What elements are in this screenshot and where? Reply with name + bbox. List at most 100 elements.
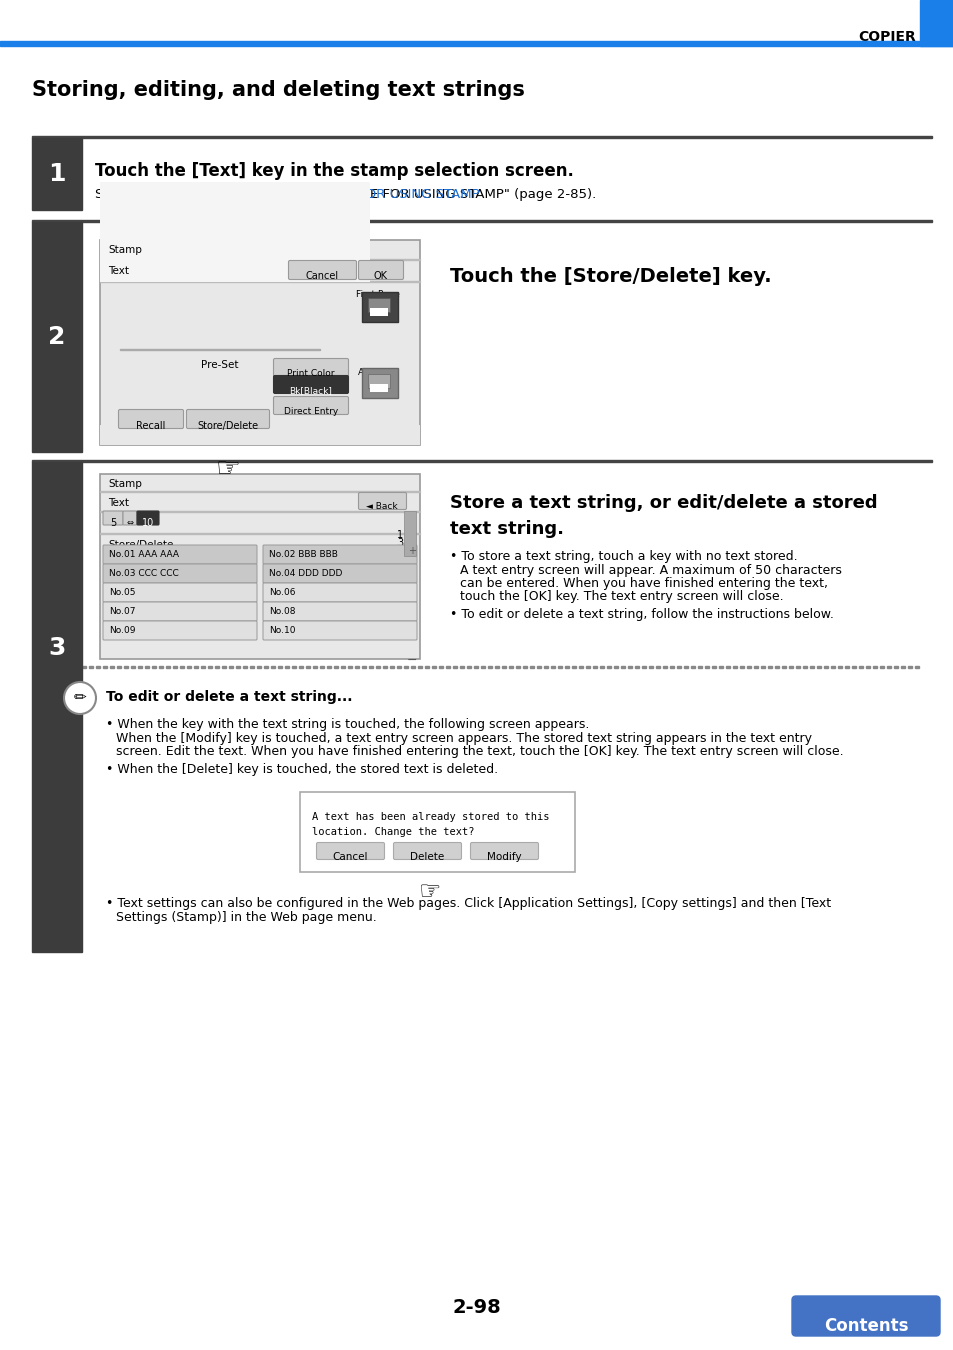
Text: All Pages: All Pages <box>357 369 398 377</box>
Bar <box>467 667 471 668</box>
Bar <box>361 369 397 398</box>
Bar <box>802 667 806 668</box>
Bar <box>32 138 82 211</box>
Bar <box>516 667 519 668</box>
Bar <box>872 667 876 668</box>
Text: Storing, editing, and deleting text strings: Storing, editing, and deleting text stri… <box>32 80 524 100</box>
Bar <box>100 182 370 282</box>
FancyBboxPatch shape <box>123 512 137 525</box>
Bar <box>753 667 758 668</box>
Bar <box>285 667 289 668</box>
Bar <box>816 667 821 668</box>
Bar <box>32 220 931 221</box>
Text: ◄ Back: ◄ Back <box>366 502 397 512</box>
Text: • To store a text string, touch a key with no text stored.: • To store a text string, touch a key wi… <box>450 549 797 563</box>
FancyBboxPatch shape <box>274 359 348 377</box>
Bar <box>32 460 931 462</box>
Bar <box>390 667 394 668</box>
Bar <box>214 667 219 668</box>
Bar <box>879 667 883 668</box>
Bar <box>893 667 897 668</box>
Text: No.10: No.10 <box>269 626 295 634</box>
Bar <box>271 667 274 668</box>
Bar <box>823 667 827 668</box>
Bar <box>488 667 492 668</box>
Bar <box>235 667 240 668</box>
Text: No.03 CCC CCC: No.03 CCC CCC <box>109 568 178 578</box>
Text: Stamp: Stamp <box>108 479 142 489</box>
Text: 3: 3 <box>49 636 66 660</box>
Bar <box>662 667 666 668</box>
FancyBboxPatch shape <box>358 261 403 279</box>
Bar <box>564 667 568 668</box>
Bar <box>159 667 163 668</box>
Text: Text: Text <box>108 498 129 508</box>
Bar <box>243 667 247 668</box>
Text: Delete: Delete <box>410 852 444 863</box>
Bar <box>501 667 505 668</box>
Bar <box>100 240 419 446</box>
Text: Store/Delete: Store/Delete <box>108 540 173 549</box>
Bar <box>96 667 100 668</box>
Bar <box>900 667 904 668</box>
Text: First Page: First Page <box>355 290 399 298</box>
FancyBboxPatch shape <box>263 621 416 640</box>
Bar <box>641 667 645 668</box>
Bar <box>837 667 841 668</box>
Text: • When the [Delete] key is touched, the stored text is deleted.: • When the [Delete] key is touched, the … <box>106 763 497 776</box>
Text: To edit or delete a text string...: To edit or delete a text string... <box>106 690 352 703</box>
Bar <box>361 292 397 323</box>
Bar <box>809 667 813 668</box>
Bar <box>369 667 373 668</box>
Text: 2: 2 <box>49 325 66 350</box>
Bar <box>355 667 358 668</box>
Bar <box>298 667 303 668</box>
Bar <box>166 667 170 668</box>
Text: • To edit or delete a text string, follow the instructions below.: • To edit or delete a text string, follo… <box>450 608 833 621</box>
Bar <box>313 667 316 668</box>
Bar <box>403 512 416 556</box>
Bar <box>424 667 429 668</box>
Bar <box>537 667 540 668</box>
Bar <box>152 667 156 668</box>
Bar <box>474 667 477 668</box>
Text: A text entry screen will appear. A maximum of 50 characters: A text entry screen will appear. A maxim… <box>459 564 841 576</box>
Bar <box>201 667 205 668</box>
FancyBboxPatch shape <box>186 409 269 428</box>
Text: Pre-Set: Pre-Set <box>201 360 238 370</box>
Text: Stamp: Stamp <box>108 244 142 255</box>
Text: See steps 1 to 4 of "GENERAL PROCEDURE FOR USING STAMP" (page 2-85).: See steps 1 to 4 of "GENERAL PROCEDURE F… <box>95 188 596 201</box>
Text: Touch the [Text] key in the stamp selection screen.: Touch the [Text] key in the stamp select… <box>95 162 574 180</box>
Bar <box>32 136 931 138</box>
Text: When the [Modify] key is touched, a text entry screen appears. The stored text s: When the [Modify] key is touched, a text… <box>116 732 811 745</box>
Text: No.05: No.05 <box>109 589 135 597</box>
Bar <box>530 667 534 668</box>
Text: ✏: ✏ <box>73 690 87 706</box>
Bar <box>635 667 639 668</box>
Bar <box>522 667 526 668</box>
Bar <box>348 667 352 668</box>
Bar <box>117 667 121 668</box>
Bar <box>334 667 337 668</box>
Bar <box>172 667 177 668</box>
Bar <box>851 667 855 668</box>
Text: Store/Delete: Store/Delete <box>197 421 258 431</box>
FancyBboxPatch shape <box>263 564 416 583</box>
Bar <box>453 667 456 668</box>
Bar <box>767 667 771 668</box>
Bar <box>0 40 953 46</box>
FancyBboxPatch shape <box>103 583 256 602</box>
FancyBboxPatch shape <box>103 512 123 525</box>
FancyBboxPatch shape <box>103 621 256 640</box>
Text: screen. Edit the text. When you have finished entering the text, touch the [OK] : screen. Edit the text. When you have fin… <box>116 745 842 757</box>
Bar <box>858 667 862 668</box>
Text: Cancel: Cancel <box>305 271 338 281</box>
Bar <box>656 667 659 668</box>
Bar <box>438 667 442 668</box>
Bar <box>572 667 576 668</box>
Bar <box>306 667 310 668</box>
Text: −: − <box>406 653 416 667</box>
Bar <box>593 667 597 668</box>
Bar <box>299 792 575 872</box>
Bar <box>509 667 513 668</box>
